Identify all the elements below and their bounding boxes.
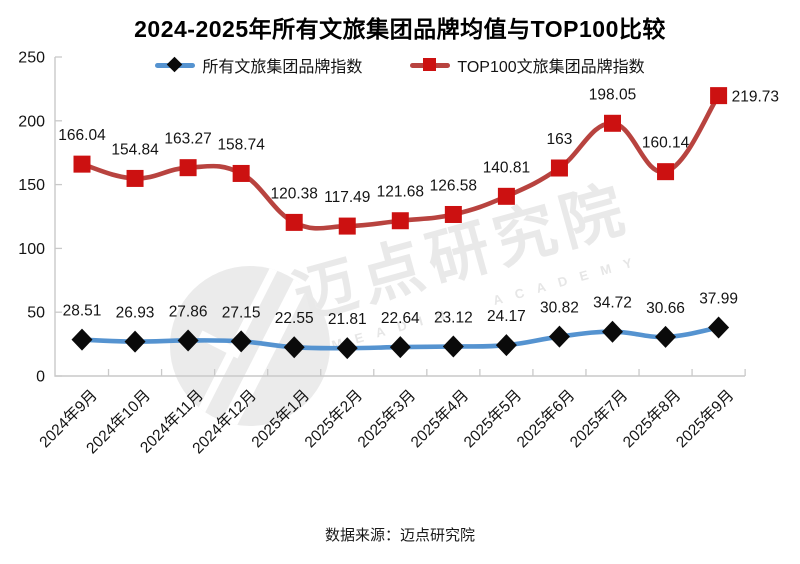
legend: 所有文旅集团品牌指数 TOP100文旅集团品牌指数 [0, 53, 800, 77]
data-label: 154.84 [111, 141, 159, 158]
data-label: 121.68 [377, 184, 424, 201]
y-tick-label: 150 [18, 177, 45, 194]
y-tick-label: 250 [18, 50, 45, 67]
square-marker-icon [497, 187, 515, 205]
series-line-1 [79, 93, 721, 231]
y-tick-label: 100 [18, 241, 45, 258]
data-label: 117.49 [324, 189, 370, 206]
diamond-marker-icon [230, 330, 252, 353]
diamond-marker-icon [548, 325, 570, 348]
data-label: 30.66 [646, 300, 685, 317]
data-label: 22.55 [275, 310, 314, 327]
square-marker-icon [179, 159, 197, 177]
data-label: 34.72 [593, 295, 632, 312]
legend-swatch-line-diamond [155, 55, 196, 75]
square-marker-icon [391, 212, 409, 230]
data-label: 166.04 [58, 127, 106, 144]
diamond-marker-icon [124, 330, 146, 353]
data-label: 22.64 [381, 310, 420, 327]
square-marker-icon [126, 169, 144, 187]
data-label: 21.81 [328, 311, 367, 328]
square-marker-icon [444, 205, 462, 223]
square-marker-icon [285, 213, 303, 231]
square-marker-icon [657, 163, 675, 181]
data-label: 23.12 [434, 309, 473, 326]
square-marker-icon [604, 114, 621, 132]
data-label: 219.73 [732, 89, 779, 106]
data-label: 24.17 [487, 308, 526, 325]
axes: 0501001502002502024年9月2024年10月2024年11月20… [18, 50, 746, 457]
data-label: 120.38 [270, 185, 317, 202]
data-source: 数据来源：迈点研究院 [324, 527, 475, 544]
data-label: 26.93 [116, 305, 155, 322]
legend-item-all-brands: 所有文旅集团品牌指数 [155, 53, 362, 77]
diamond-marker-icon [71, 328, 93, 351]
square-marker-icon [232, 164, 250, 182]
data-label: 126.58 [430, 177, 477, 194]
data-label: 198.05 [589, 86, 636, 103]
y-tick-label: 0 [36, 369, 45, 386]
series-1: 166.04 154.84 163.27 158.74 120.38 117.49 121.… [58, 86, 779, 235]
diamond-marker-icon [442, 335, 464, 358]
square-marker-icon [338, 217, 356, 235]
data-label: 160.14 [642, 135, 690, 152]
diamond-marker-icon [283, 336, 305, 359]
diamond-marker-icon [167, 56, 183, 73]
diamond-marker-icon [708, 316, 730, 339]
legend-label-all-brands: 所有文旅集团品牌指数 [202, 59, 363, 76]
data-label: 158.74 [217, 136, 265, 153]
diamond-marker-icon [336, 337, 358, 360]
series-0: 28.51 26.93 27.86 27.15 22.55 21.81 22.64 23.12… [63, 291, 738, 360]
diamond-marker-icon [495, 334, 517, 357]
data-label: 37.99 [699, 291, 738, 308]
data-label: 140.81 [483, 159, 530, 176]
data-label: 27.15 [222, 304, 261, 321]
diamond-marker-icon [602, 320, 623, 343]
x-tick-label: 2025年9月 [672, 386, 737, 451]
diamond-marker-icon [389, 336, 411, 359]
data-label: 163 [547, 131, 573, 148]
legend-label-top100: TOP100文旅集团品牌指数 [457, 59, 645, 76]
data-label: 28.51 [63, 303, 102, 320]
chart-title: 2024-2025年所有文旅集团品牌均值与TOP100比较 [134, 16, 666, 42]
data-label: 27.86 [169, 303, 208, 320]
diamond-marker-icon [655, 325, 677, 348]
y-tick-label: 200 [18, 113, 45, 130]
data-label: 163.27 [164, 131, 211, 148]
legend-item-top100: TOP100文旅集团品牌指数 [410, 53, 645, 77]
square-marker-icon [550, 159, 568, 177]
y-tick-label: 50 [27, 305, 45, 322]
square-marker-icon [73, 155, 91, 173]
diamond-marker-icon [177, 329, 199, 352]
square-marker-icon [423, 58, 437, 71]
square-marker-icon [710, 87, 728, 105]
data-label: 30.82 [540, 300, 579, 317]
legend-swatch-line-square [410, 55, 451, 75]
